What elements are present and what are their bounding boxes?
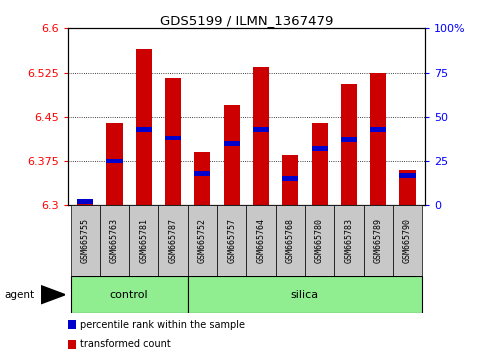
Bar <box>282 176 298 181</box>
Bar <box>246 205 276 276</box>
Bar <box>194 152 211 205</box>
Bar <box>71 276 188 313</box>
Text: GSM665790: GSM665790 <box>403 218 412 263</box>
Bar <box>334 205 364 276</box>
Bar <box>305 205 334 276</box>
Bar <box>370 73 386 205</box>
Bar <box>341 84 357 205</box>
Bar <box>253 67 269 205</box>
Text: GSM665783: GSM665783 <box>344 218 354 263</box>
Bar <box>282 155 298 205</box>
Bar <box>393 205 422 276</box>
Text: GSM665764: GSM665764 <box>256 218 266 263</box>
Bar <box>136 49 152 205</box>
Text: GSM665755: GSM665755 <box>81 218 90 263</box>
Bar <box>77 202 93 205</box>
Bar <box>399 170 415 205</box>
Bar <box>106 123 123 205</box>
Text: GSM665752: GSM665752 <box>198 218 207 263</box>
Bar <box>224 141 240 146</box>
Text: GSM665787: GSM665787 <box>169 218 178 263</box>
Bar <box>71 205 100 276</box>
Bar <box>224 105 240 205</box>
Bar <box>253 127 269 132</box>
Bar <box>77 199 93 204</box>
Bar <box>364 205 393 276</box>
Text: GSM665781: GSM665781 <box>139 218 148 263</box>
Bar <box>194 171 211 176</box>
Bar <box>276 205 305 276</box>
Text: percentile rank within the sample: percentile rank within the sample <box>80 320 245 330</box>
Bar <box>158 205 188 276</box>
Bar <box>100 205 129 276</box>
Text: transformed count: transformed count <box>80 339 170 349</box>
Bar <box>106 159 123 164</box>
Polygon shape <box>41 286 65 304</box>
Bar <box>165 79 181 205</box>
Text: GSM665780: GSM665780 <box>315 218 324 263</box>
Text: GSM665789: GSM665789 <box>374 218 383 263</box>
Bar <box>217 205 246 276</box>
Title: GDS5199 / ILMN_1367479: GDS5199 / ILMN_1367479 <box>160 14 333 27</box>
Bar <box>165 136 181 141</box>
Bar <box>312 146 327 151</box>
Bar <box>312 123 327 205</box>
Text: agent: agent <box>5 290 35 300</box>
Text: GSM665757: GSM665757 <box>227 218 236 263</box>
Text: GSM665768: GSM665768 <box>286 218 295 263</box>
Bar <box>341 137 357 142</box>
Text: silica: silica <box>291 290 319 300</box>
Bar <box>188 205 217 276</box>
Bar <box>370 127 386 132</box>
Text: control: control <box>110 290 148 300</box>
Bar <box>129 205 158 276</box>
Bar <box>136 127 152 132</box>
Bar <box>399 173 415 178</box>
Bar <box>188 276 422 313</box>
Text: GSM665763: GSM665763 <box>110 218 119 263</box>
